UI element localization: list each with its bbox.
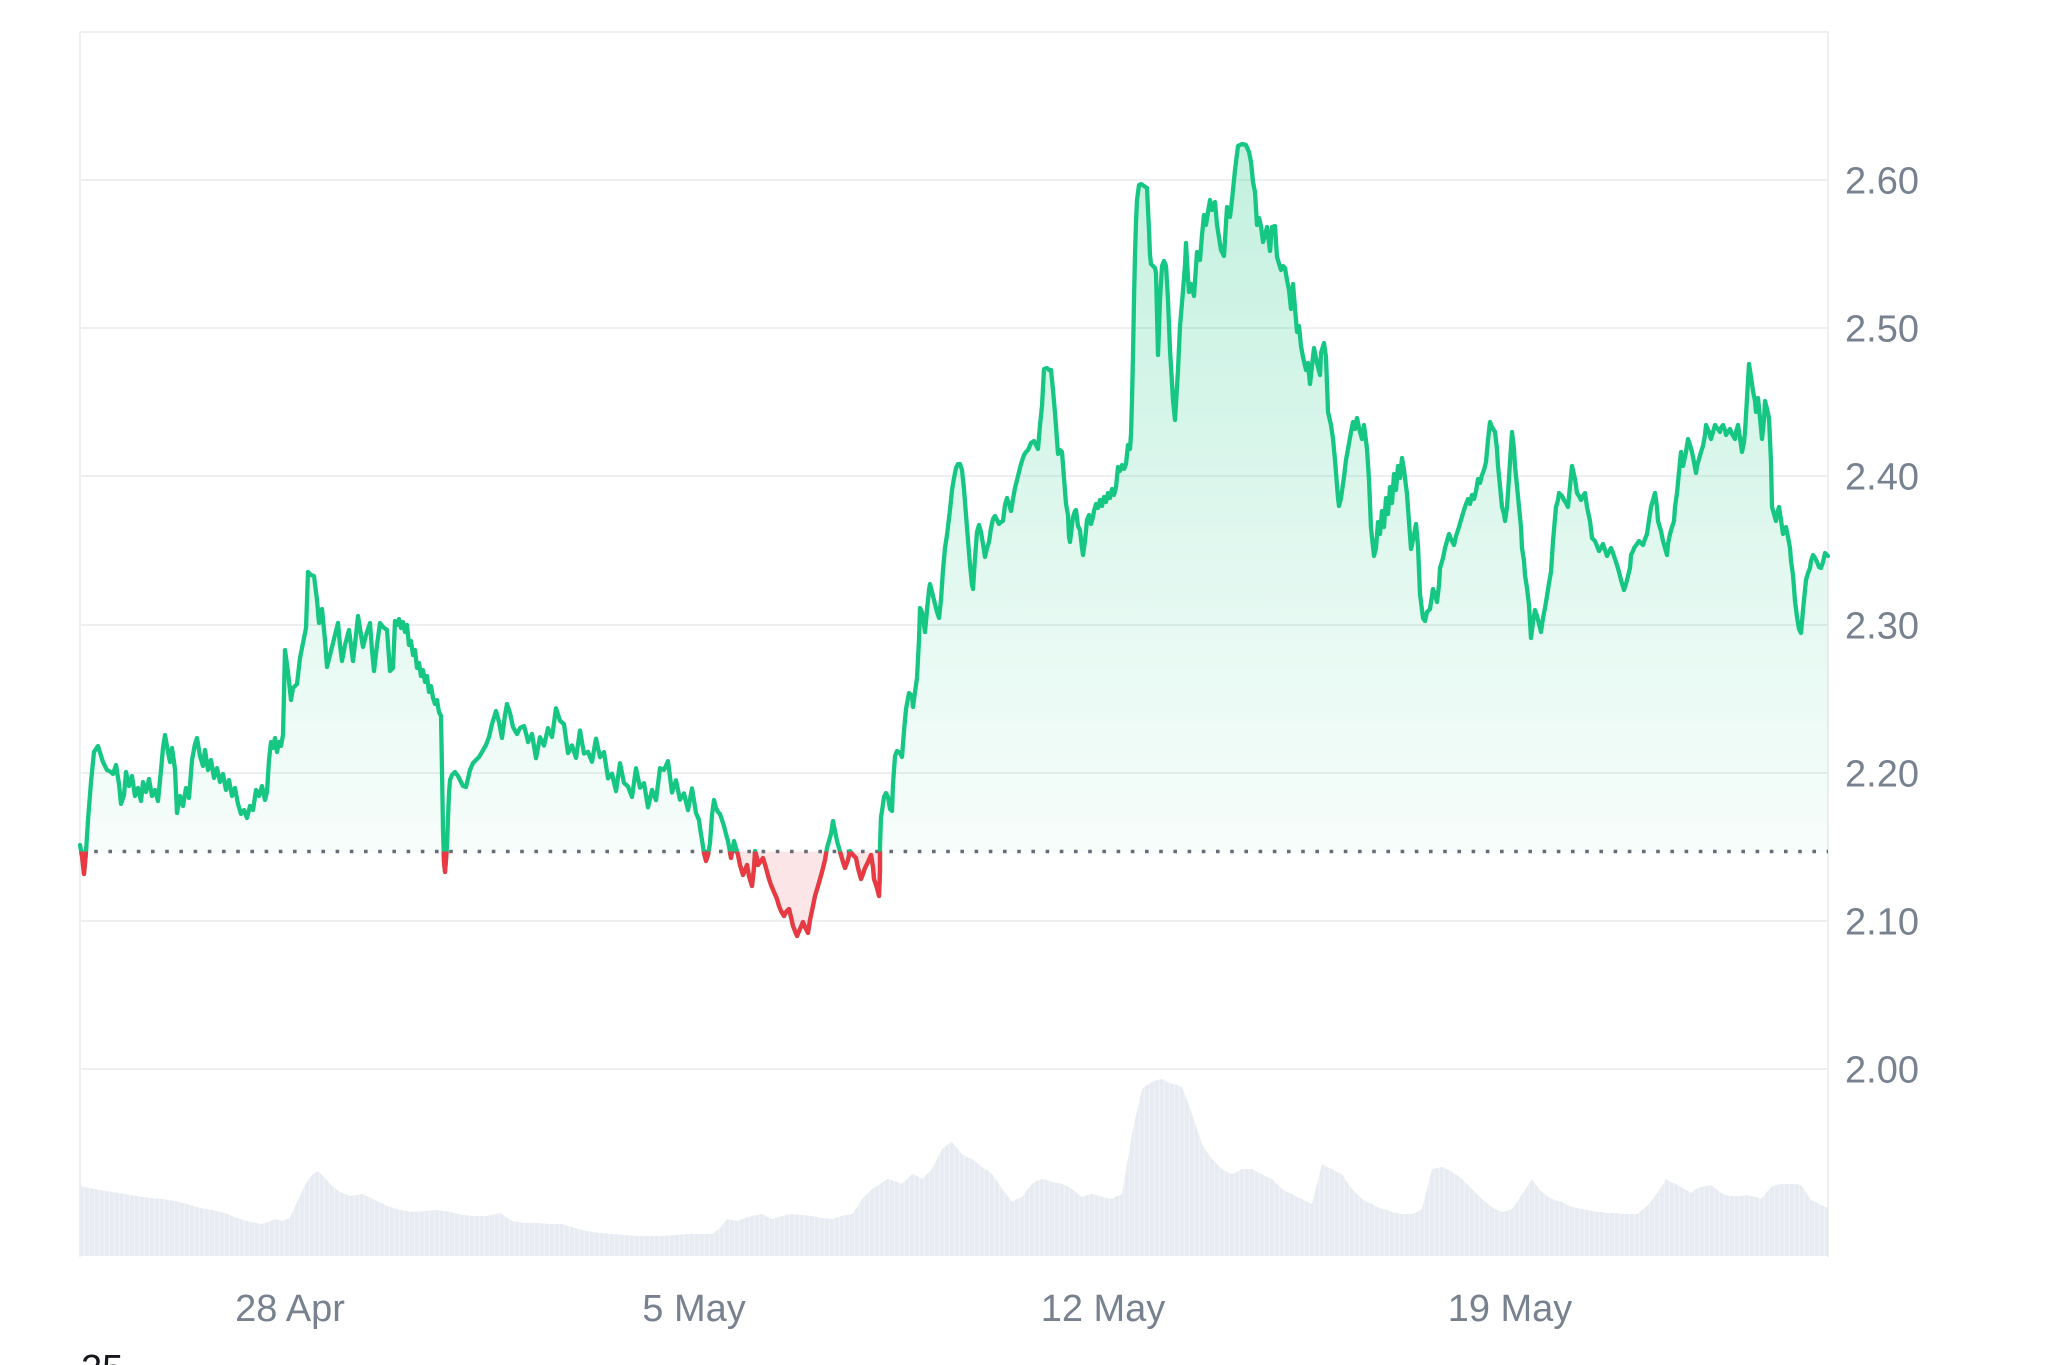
svg-text:28 Apr: 28 Apr — [235, 1288, 345, 1330]
svg-text:2.40: 2.40 — [1845, 457, 1919, 499]
svg-text:5 May: 5 May — [642, 1288, 745, 1330]
svg-text:12 May: 12 May — [1041, 1288, 1166, 1330]
svg-text:2.50: 2.50 — [1845, 309, 1919, 351]
svg-text:2.00: 2.00 — [1845, 1050, 1919, 1092]
svg-text:2.10: 2.10 — [1845, 902, 1919, 944]
svg-text:2.20: 2.20 — [1845, 754, 1919, 796]
svg-text:19 May: 19 May — [1448, 1288, 1573, 1330]
svg-text:2.60: 2.60 — [1845, 161, 1919, 203]
svg-text:25: 25 — [81, 1348, 123, 1365]
svg-text:2.30: 2.30 — [1845, 606, 1919, 648]
